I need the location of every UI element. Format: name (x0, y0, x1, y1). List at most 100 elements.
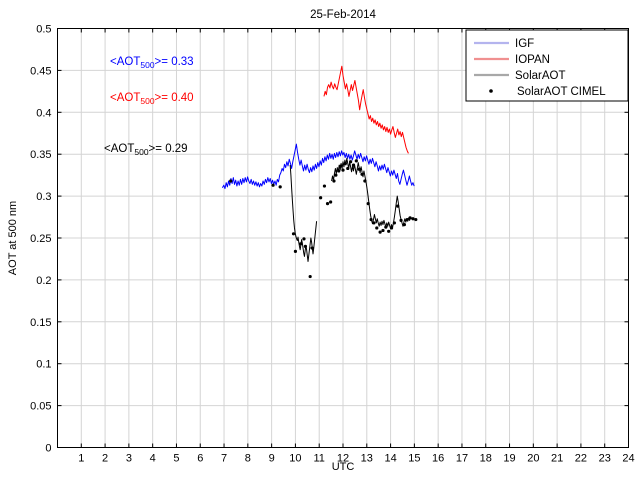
data-point (354, 159, 358, 163)
data-point (402, 222, 406, 227)
data-point (303, 244, 308, 248)
data-point (357, 167, 361, 171)
y-axis[interactable]: 0 0.05 0.1 0.15 0.2 0.25 0.3 0.35 0.4 0.45 0.5 (30, 24, 629, 455)
annotation-subscript: 500 (134, 147, 148, 157)
x-tick-label: 4 (150, 453, 156, 465)
data-point (341, 168, 345, 172)
x-tick-label: 12 (337, 453, 349, 465)
data-point (389, 226, 394, 230)
data-point (271, 183, 275, 187)
data-point (381, 228, 385, 233)
legend-box (465, 29, 629, 102)
annotation-value: 0.40 (171, 92, 193, 104)
legend-label: IOPAN (515, 54, 550, 66)
data-point (329, 200, 333, 204)
x-tick-label: 10 (289, 453, 301, 465)
y-tick-label: 0.25 (30, 233, 51, 245)
series-line (331, 157, 412, 230)
x-tick-label: 11 (313, 453, 324, 465)
x-tick-label: 9 (269, 453, 275, 465)
x-tick-label: 21 (551, 453, 563, 465)
x-tick-label: 7 (221, 453, 227, 465)
x-axis[interactable]: 1 2 3 4 5 6 7 8 9 10 11 12 13 14 15 16 17 18 19 20 21 22 23 24 (57, 28, 635, 465)
aot-mean-annotation: <AOT500>= 0.29 (104, 143, 188, 157)
data-point (408, 216, 412, 220)
data-point (310, 246, 314, 250)
x-tick-label: 3 (126, 453, 132, 465)
data-point (339, 164, 343, 168)
gridlines (57, 28, 629, 448)
x-tick-label: 1 (78, 453, 84, 465)
data-point (299, 242, 303, 246)
data-point (337, 169, 341, 173)
y-tick-label: 0.5 (36, 24, 51, 36)
chart-title: 25-Feb-2014 (310, 9, 376, 21)
x-tick-label: 8 (245, 453, 251, 465)
x-tick-label: 14 (384, 453, 396, 465)
legend-label: SolarAOT (515, 70, 566, 82)
x-tick-label: 22 (575, 453, 587, 465)
data-point (360, 172, 364, 176)
annotation-prefix: <AOT (104, 143, 134, 155)
data-point (411, 217, 415, 221)
series-line (221, 143, 415, 190)
x-tick-label: 6 (197, 453, 203, 465)
annotation-suffix: >= (149, 143, 166, 155)
series-igf (221, 143, 415, 190)
data-point (278, 185, 282, 189)
data-point (291, 232, 296, 236)
aot-mean-annotation: <AOT500>= 0.40 (110, 92, 194, 106)
data-point (332, 179, 336, 183)
data-point (334, 173, 338, 177)
series-solaraot-cimel (229, 159, 418, 279)
data-point (302, 237, 306, 241)
annotation-prefix: <AOT (110, 56, 140, 68)
y-tick-label: 0.35 (30, 149, 51, 161)
x-tick-label: 17 (456, 453, 468, 465)
data-point (366, 202, 370, 206)
y-tick-label: 0 (45, 443, 51, 455)
y-tick-label: 0.1 (36, 359, 51, 371)
annotation-subscript: 500 (140, 96, 154, 106)
data-point (372, 221, 376, 225)
annotation-value: 0.29 (165, 143, 187, 155)
series-iopan (323, 65, 409, 154)
annotations-group: <AOT500>= 0.33<AOT500>= 0.40<AOT500>= 0.… (104, 56, 194, 157)
y-tick-label: 0.2 (36, 275, 51, 287)
x-tick-label: 5 (173, 453, 179, 465)
annotation-suffix: >= (155, 56, 172, 68)
annotation-suffix: >= (155, 92, 172, 104)
data-point (322, 184, 327, 188)
data-point (343, 161, 347, 166)
data-series-group (221, 65, 418, 279)
data-point (387, 229, 391, 233)
x-tick-label: 13 (361, 453, 373, 465)
data-point (414, 217, 418, 222)
data-point (363, 179, 367, 183)
data-point (375, 226, 379, 230)
data-point (405, 217, 409, 222)
data-point (384, 225, 388, 229)
x-axis-label: UTC (332, 461, 355, 473)
series-line (323, 65, 409, 154)
annotation-value: 0.33 (171, 56, 193, 68)
y-axis-label: AOT at 500 nm (7, 201, 19, 275)
legend: IGF IOPAN SolarAOT SolarAOT CIMEL (465, 29, 629, 102)
data-point (346, 166, 350, 171)
data-point (319, 196, 323, 200)
data-point (308, 274, 312, 279)
x-tick-label: 2 (102, 453, 108, 465)
x-tick-label: 16 (432, 453, 444, 465)
data-point (369, 217, 373, 222)
y-tick-label: 0.45 (30, 65, 51, 77)
data-point (392, 221, 396, 225)
legend-label: IGF (515, 38, 534, 50)
data-point (325, 202, 330, 206)
x-tick-label: 19 (503, 453, 515, 465)
y-tick-label: 0.15 (30, 317, 51, 329)
data-point (396, 204, 400, 208)
legend-label: SolarAOT CIMEL (517, 86, 606, 98)
data-point (378, 230, 382, 234)
